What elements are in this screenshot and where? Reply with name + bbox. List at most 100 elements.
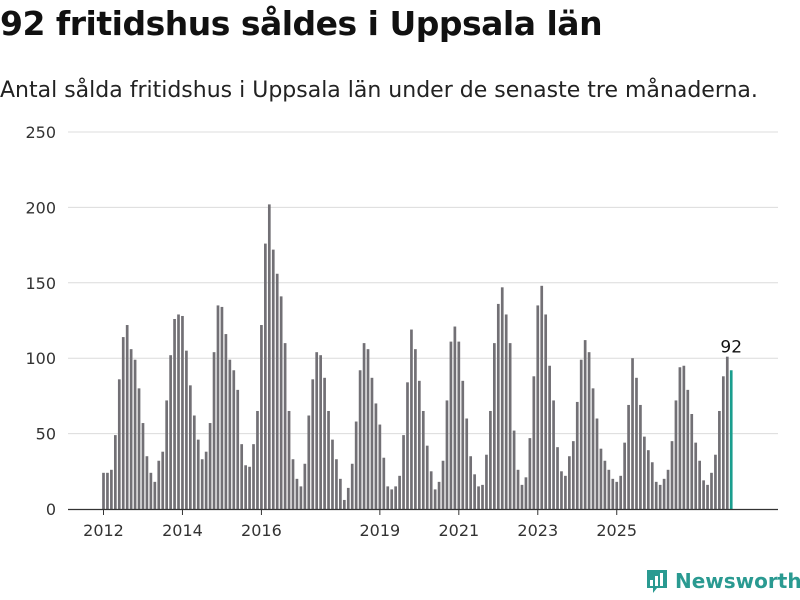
bar [275,273,279,509]
bar [496,303,500,509]
x-tick-label: 2019 [360,521,401,540]
highlight-value-label: 92 [720,338,742,358]
bar [161,451,165,509]
bar [611,478,615,509]
bar [441,460,445,509]
bar [102,472,105,509]
bar [575,401,579,509]
bar [165,400,169,509]
bar [579,359,583,509]
y-tick-label: 0 [46,500,56,519]
bar [220,306,224,509]
bar [690,413,694,509]
bar [287,410,291,509]
bar [599,448,603,509]
bar [564,475,567,509]
bar [129,349,133,509]
bar [643,436,646,509]
bar [587,352,591,509]
bar [710,472,713,509]
bar [473,474,476,509]
bar [196,439,200,509]
bar [157,460,161,509]
bar [354,421,358,509]
y-tick-label: 200 [25,198,56,217]
bar [327,410,330,509]
bar [394,486,398,509]
bar [595,418,599,509]
bar [125,325,129,509]
bar [544,314,548,509]
bar [216,305,220,509]
x-tick-label: 2025 [596,521,637,540]
bar [465,418,469,509]
bar [390,489,394,509]
bar [398,475,401,509]
y-tick-label: 150 [25,274,56,293]
bar [639,404,642,509]
bar [378,424,382,509]
bar [307,415,311,509]
bar [650,462,654,509]
bar [173,318,176,509]
bar [461,380,465,509]
bar-latest [729,370,733,509]
bar [674,400,678,509]
bar [137,388,141,509]
bar [524,477,528,509]
bar [141,423,145,509]
bar [536,305,540,509]
bar [571,441,575,509]
bar [646,450,650,509]
bar [113,435,117,509]
y-tick-label: 100 [25,349,56,368]
bar [702,480,705,509]
bar [568,456,571,509]
page-subtitle: Antal sålda fritidshus i Uppsala län und… [0,78,758,103]
brand-name: Newsworthy [675,569,800,593]
bar [110,469,113,509]
bar [228,359,232,509]
bar-series [102,204,733,510]
bar [362,343,366,509]
bar [591,388,595,509]
bar [670,441,674,509]
bar [528,438,532,509]
bar [145,456,149,509]
bar [654,481,658,509]
bar [331,439,334,509]
bar [339,478,342,509]
bar [189,385,192,509]
bar [714,454,717,509]
bar [485,454,488,509]
bar [607,469,611,509]
bar [267,204,271,509]
bar [493,343,496,509]
bar [662,478,666,509]
bar [453,326,457,509]
bar [698,460,701,509]
bar [153,481,157,509]
bar [244,465,247,509]
y-axis: 0 50 100 150 200 250 [25,123,56,519]
bar [666,469,670,509]
bar [303,463,307,509]
bar [516,469,520,509]
bar [532,376,536,509]
bar [350,463,354,509]
bar [200,459,204,509]
y-tick-label: 250 [25,123,56,142]
bar [346,487,350,509]
bar [256,410,259,509]
bar [552,400,555,509]
bar [623,442,626,509]
bar [224,334,228,509]
bar [410,329,413,509]
bar [264,243,267,510]
bar [425,445,429,509]
bar [540,285,544,509]
bar [382,457,386,509]
bar [260,325,263,509]
bar [271,249,275,509]
bar [291,459,295,509]
